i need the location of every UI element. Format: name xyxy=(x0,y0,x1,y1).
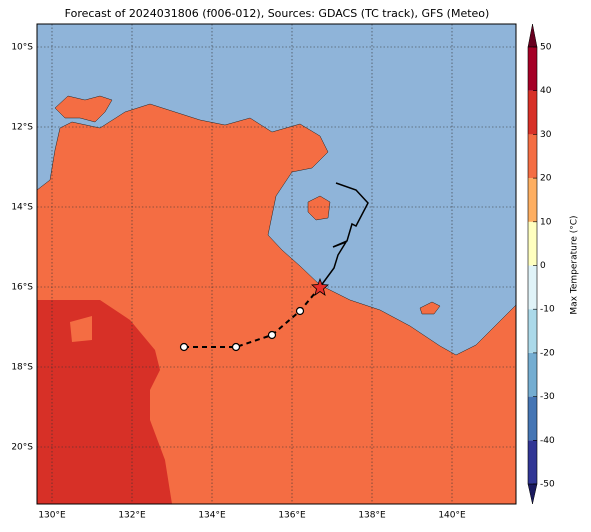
hot-region-hole xyxy=(70,316,92,342)
lon-tick-label: 138°E xyxy=(358,511,386,521)
melville-island xyxy=(54,95,113,123)
past-track xyxy=(319,182,369,288)
land xyxy=(36,103,517,505)
lon-tick-label: 140°E xyxy=(438,511,466,521)
colorbar-band xyxy=(528,90,537,135)
colorbar-tick-label: -20 xyxy=(540,348,555,358)
colorbar-tick-label: 40 xyxy=(540,86,552,96)
forecast-point xyxy=(295,306,305,316)
colorbar-tick-label: 0 xyxy=(540,261,546,271)
island xyxy=(419,301,441,315)
lat-tick-label: 20°S xyxy=(11,443,33,453)
forecast-points xyxy=(179,306,305,352)
lat-tick-label: 14°S xyxy=(11,203,33,213)
groote-eylandt xyxy=(307,195,331,221)
colorbar-band xyxy=(528,309,537,353)
colorbar-extend-top xyxy=(527,23,538,48)
title: Forecast of 2024031806 (f006-012), Sourc… xyxy=(65,7,490,20)
lat-tick-label: 18°S xyxy=(11,363,33,373)
colorbar-band xyxy=(528,221,537,266)
lat-tick-label: 16°S xyxy=(11,283,33,293)
colorbar-tick-label: 30 xyxy=(540,130,552,140)
colorbar-label: Max Temperature (°C) xyxy=(570,215,580,314)
colorbar: -50 -40 -30 -20 -10 0 10 20 30 40 50 xyxy=(527,23,555,505)
lon-tick-label: 130°E xyxy=(38,511,66,521)
forecast-point xyxy=(179,342,189,352)
colorbar-tick-label: 20 xyxy=(540,174,552,184)
colorbar-band xyxy=(528,265,537,310)
colorbar-band xyxy=(528,47,537,91)
lon-tick-label: 136°E xyxy=(278,511,306,521)
colorbar-tick-label: -50 xyxy=(540,480,555,490)
grid xyxy=(37,24,516,504)
lon-tick-label: 134°E xyxy=(198,511,226,521)
colorbar-tick-label: -10 xyxy=(540,305,555,315)
colorbar-tick-label: 50 xyxy=(540,43,552,53)
colorbar-tick-label: -30 xyxy=(540,392,555,402)
forecast-point xyxy=(267,330,277,340)
forecast-point xyxy=(231,342,241,352)
colorbar-band xyxy=(528,440,537,484)
colorbar-band xyxy=(528,178,537,222)
frame xyxy=(36,23,517,505)
colorbar-tick-label: 10 xyxy=(540,217,552,227)
colorbar-tick-label: -40 xyxy=(540,436,555,446)
colorbar-band xyxy=(528,396,537,441)
hot-region xyxy=(37,300,172,504)
current-position xyxy=(311,277,329,296)
map xyxy=(36,23,517,505)
colorbar-band xyxy=(528,134,537,179)
lat-tick-label: 10°S xyxy=(11,43,33,53)
lon-tick-label: 132°E xyxy=(118,511,146,521)
forecast-track xyxy=(184,286,321,348)
colorbar-band xyxy=(528,352,537,397)
lat-tick-label: 12°S xyxy=(11,123,33,133)
colorbar-extend-bottom xyxy=(527,483,538,505)
